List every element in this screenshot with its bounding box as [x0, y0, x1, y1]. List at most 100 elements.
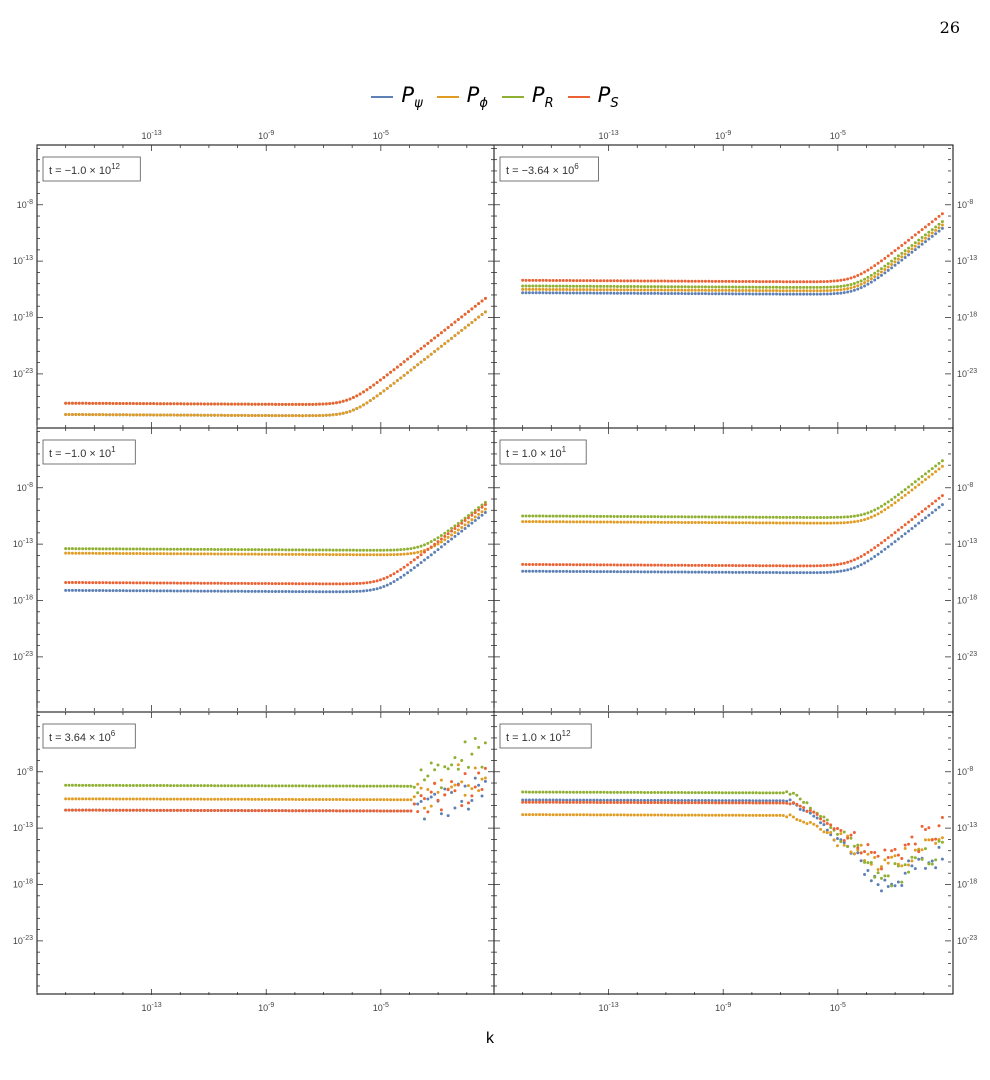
data-point-p-s [145, 581, 149, 585]
data-point-p-s [653, 279, 657, 283]
data-point-p-s [812, 810, 816, 814]
data-point-p-psi [781, 292, 785, 296]
data-point-p-s [311, 582, 315, 586]
y-tick-label-right: 10-23 [957, 651, 977, 662]
data-point-p-phi [808, 289, 812, 293]
data-point-p-s [585, 800, 589, 804]
data-point-p-s [700, 563, 704, 567]
data-point-p-s [243, 402, 247, 406]
data-point-p-r [788, 285, 792, 289]
data-point-p-phi [240, 797, 244, 801]
data-point-p-r [412, 546, 416, 550]
data-point-p-r [463, 740, 467, 744]
data-point-p-r [274, 548, 278, 552]
data-point-p-phi [450, 785, 454, 789]
data-point-p-phi [175, 413, 179, 417]
data-point-p-r [849, 282, 853, 286]
data-point-p-phi [81, 413, 85, 417]
data-point-p-psi [697, 292, 701, 296]
data-point-p-r [670, 285, 674, 289]
panel-label-box [499, 439, 587, 465]
data-point-p-psi [477, 783, 481, 787]
data-point-p-s [307, 402, 311, 406]
panel-label-text: t = −3.64 × 106 [506, 162, 579, 177]
data-point-p-phi [172, 552, 176, 556]
data-point-p-r [260, 784, 264, 788]
data-point-p-psi [114, 589, 118, 593]
data-point-p-r [622, 284, 626, 288]
legend-swatch-p-r [501, 96, 524, 98]
data-point-p-psi [439, 812, 443, 816]
data-point-p-psi [829, 292, 833, 296]
data-point-p-psi [910, 526, 914, 530]
data-point-p-phi [544, 287, 548, 291]
data-point-p-s [849, 276, 853, 280]
data-point-p-phi [676, 813, 680, 817]
data-point-p-s [761, 280, 765, 284]
data-point-p-s [142, 402, 146, 406]
data-point-p-r [202, 784, 206, 788]
data-point-p-r [609, 790, 613, 794]
data-point-p-s [575, 563, 579, 567]
data-point-p-s [697, 563, 701, 567]
data-point-p-s [453, 320, 457, 324]
data-point-p-r [138, 783, 142, 787]
data-point-p-r [717, 791, 721, 795]
data-point-p-phi [659, 288, 663, 292]
data-point-p-s [74, 581, 78, 585]
data-point-p-s [527, 800, 531, 804]
data-point-p-s [876, 261, 880, 265]
data-point-p-phi [812, 521, 816, 525]
data-point-p-phi [859, 282, 863, 286]
data-point-p-phi [365, 553, 369, 557]
data-point-p-s [724, 801, 728, 805]
series-p-psi [521, 798, 944, 893]
data-point-p-s [294, 402, 298, 406]
data-point-p-phi [673, 813, 677, 817]
data-point-p-s [121, 808, 125, 812]
data-point-p-s [446, 325, 450, 329]
data-point-p-r [815, 285, 819, 289]
data-point-p-phi [175, 552, 179, 556]
data-point-p-phi [934, 841, 938, 845]
data-point-p-s [77, 401, 81, 405]
data-point-p-phi [466, 784, 470, 788]
data-point-p-phi [216, 797, 220, 801]
data-point-p-s [727, 279, 731, 283]
data-point-p-r [243, 784, 247, 788]
x-tick-label-bottom: 10-9 [715, 1002, 731, 1013]
data-point-p-s [849, 833, 853, 837]
data-point-p-phi [250, 552, 254, 556]
data-point-p-psi [869, 280, 873, 284]
data-point-p-phi [741, 289, 745, 292]
data-point-p-s [77, 808, 81, 812]
y-tick-label-left: 10-23 [13, 935, 33, 946]
data-point-p-s [165, 581, 169, 585]
data-point-p-phi [422, 357, 426, 361]
data-point-p-s [98, 401, 101, 405]
data-point-p-phi [808, 521, 812, 525]
y-tick-label-right: 10-18 [957, 595, 977, 606]
data-point-p-s [189, 581, 193, 585]
data-point-p-s [456, 524, 460, 528]
data-point-p-s [825, 279, 829, 283]
data-point-p-psi [558, 798, 562, 802]
data-point-p-s [382, 809, 386, 813]
data-point-p-r [724, 515, 728, 519]
data-point-p-phi [114, 413, 118, 417]
data-point-p-r [819, 814, 823, 818]
data-point-p-phi [290, 552, 294, 556]
data-point-p-psi [771, 799, 775, 803]
data-point-p-s [128, 581, 132, 585]
data-point-p-s [152, 581, 156, 585]
data-point-p-r [98, 547, 101, 551]
data-point-p-phi [890, 503, 894, 507]
data-point-p-s [236, 581, 240, 585]
data-point-p-phi [91, 413, 95, 417]
data-point-p-phi [846, 287, 850, 291]
data-point-p-psi [791, 571, 795, 575]
data-point-p-s [663, 279, 667, 283]
data-point-p-r [341, 548, 345, 552]
data-point-p-psi [595, 798, 599, 802]
data-point-p-r [104, 783, 108, 787]
